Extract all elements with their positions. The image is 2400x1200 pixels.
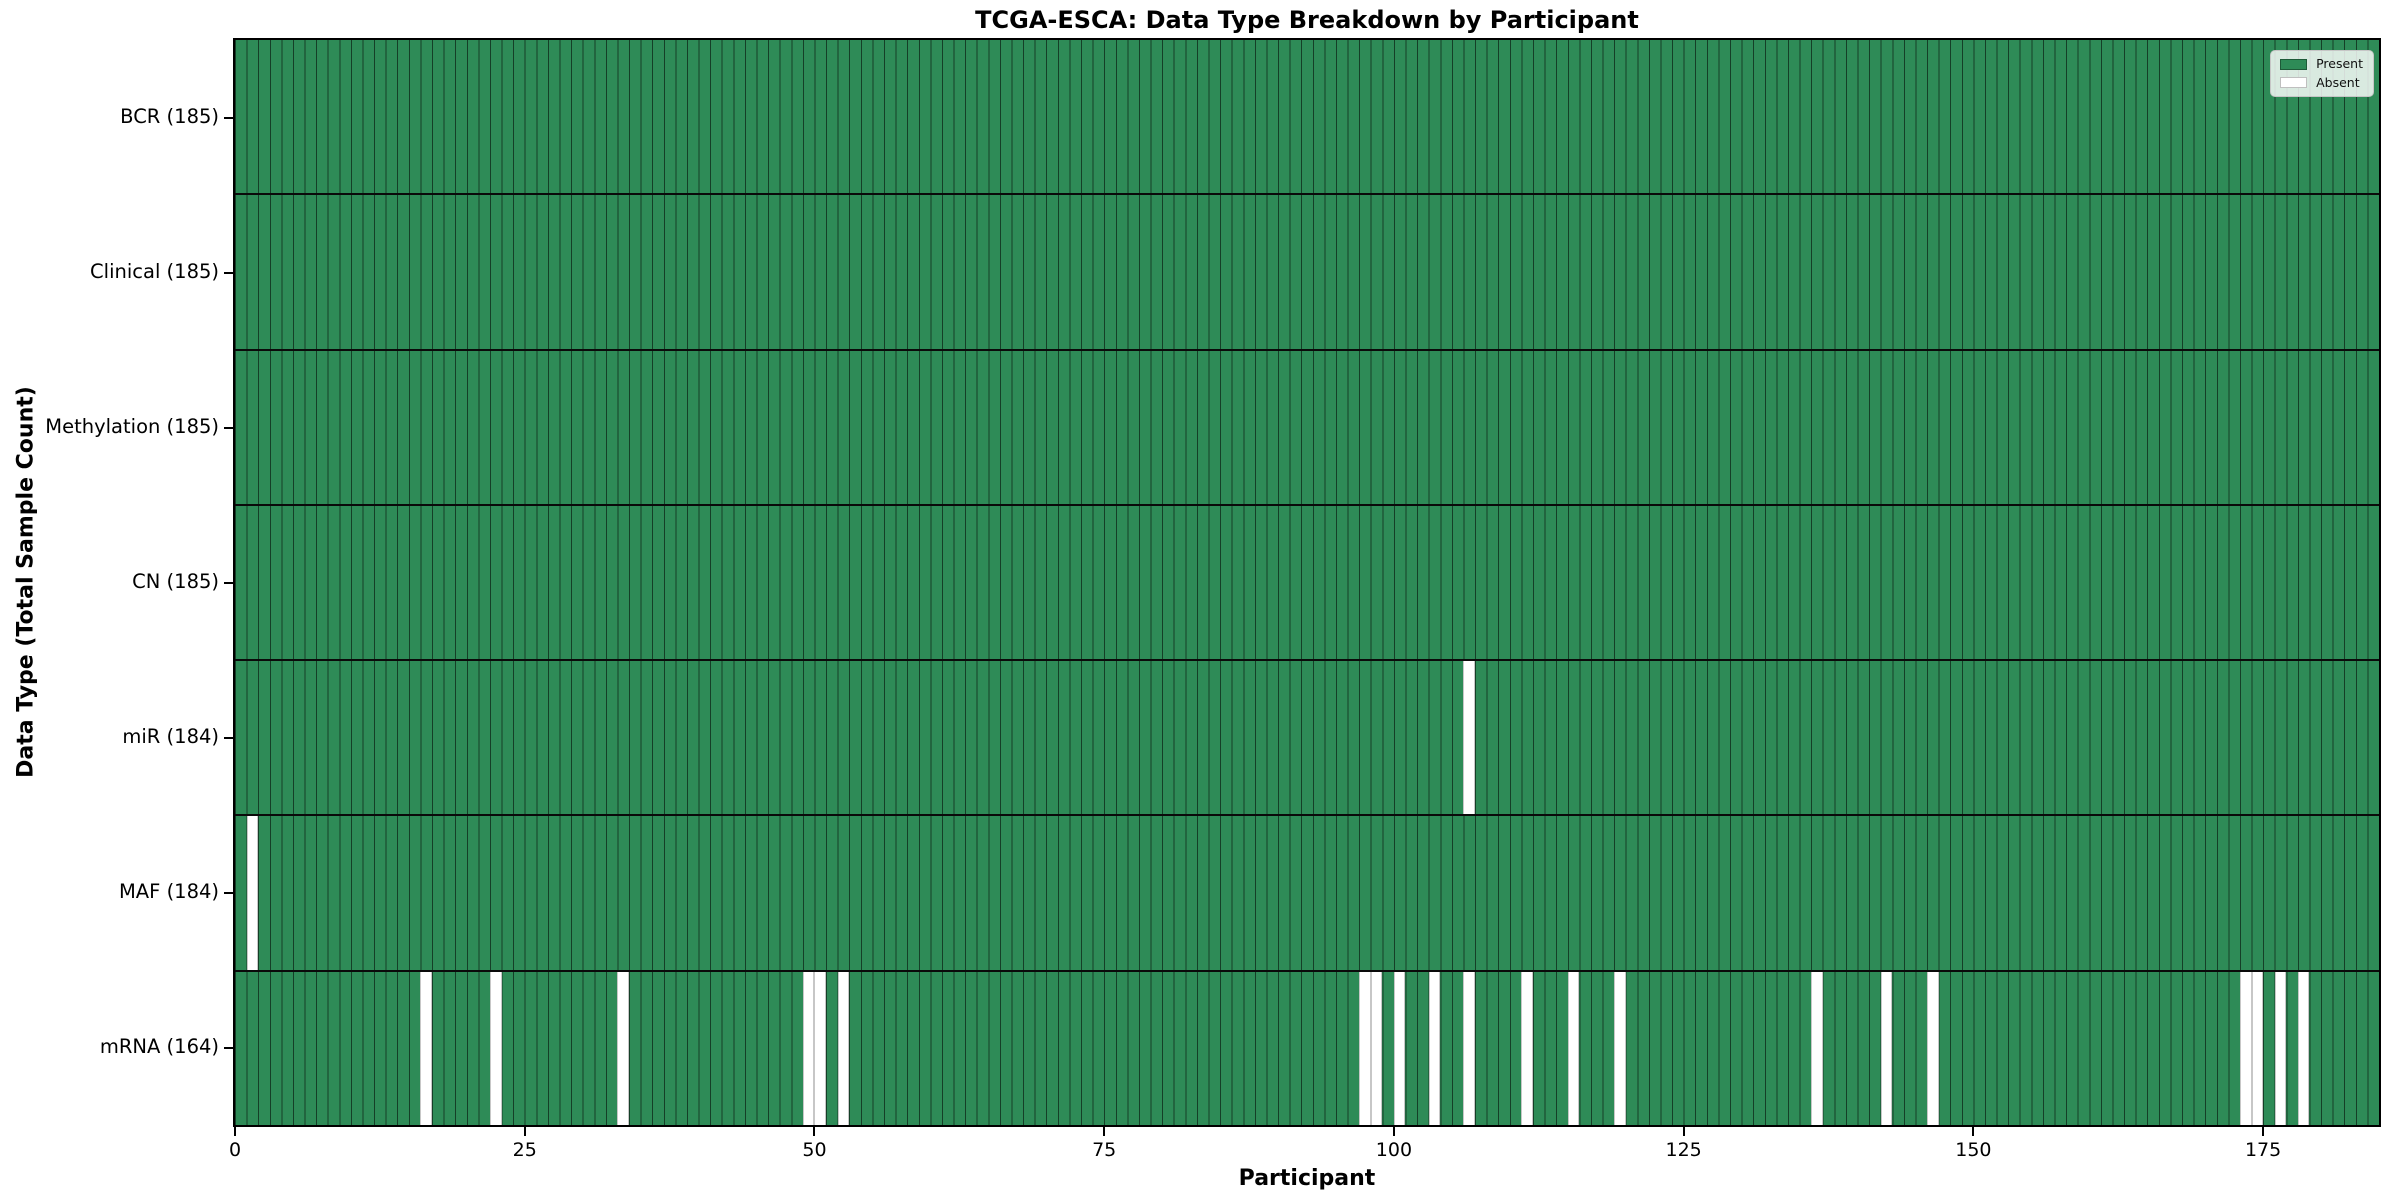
y-tick-mark-BCR [224, 116, 233, 119]
x-tick-mark-100 [1392, 1127, 1395, 1136]
absent-cell-mRNA-50 [814, 971, 827, 1125]
absent-cell-mRNA-103 [1428, 971, 1441, 1125]
x-tick-label-50: 50 [802, 1139, 827, 1161]
y-tick-mark-CN [224, 581, 233, 584]
x-tick-label-150: 150 [1955, 1139, 1992, 1161]
absent-cell-mRNA-97 [1359, 971, 1371, 1125]
x-tick-label-75: 75 [1092, 1139, 1117, 1161]
x-tick-mark-50 [813, 1127, 816, 1136]
x-tick-mark-75 [1103, 1127, 1106, 1136]
x-tick-label-0: 0 [228, 1139, 242, 1161]
absent-cell-mRNA-115 [1567, 971, 1580, 1125]
x-tick-mark-175 [2262, 1127, 2265, 1136]
legend-absent-label: Absent [2316, 74, 2360, 90]
x-tick-label-100: 100 [1375, 1139, 1413, 1161]
absent-cell-mRNA-178 [2297, 971, 2310, 1125]
absent-cell-mRNA-119 [1614, 971, 1626, 1125]
heatmap-rows [235, 40, 2379, 1125]
absent-cell-mRNA-98 [1370, 971, 1383, 1125]
y-tick-label-Methylation: Methylation (185) [45, 414, 219, 438]
x-tick-label-125: 125 [1665, 1139, 1702, 1161]
y-tick-mark-miR [224, 736, 233, 739]
absent-cell-mRNA-100 [1393, 971, 1406, 1125]
legend-item-present: Present [2280, 56, 2363, 71]
legend-present-swatch-icon [2280, 58, 2308, 70]
x-tick-mark-150 [1972, 1127, 1975, 1136]
absent-cell-mRNA-174 [2251, 971, 2264, 1125]
x-tick-label-25: 25 [512, 1139, 537, 1161]
absent-cell-mRNA-142 [1880, 971, 1893, 1125]
y-tick-mark-MAF [224, 891, 233, 894]
absent-cell-mRNA-106 [1463, 971, 1476, 1125]
x-tick-label-175: 175 [2244, 1139, 2282, 1161]
chart-title: TCGA-ESCA: Data Type Breakdown by Partic… [975, 6, 1639, 34]
absent-cell-mRNA-22 [489, 971, 502, 1125]
absent-cell-mRNA-49 [802, 971, 815, 1125]
x-tick-mark-25 [523, 1127, 526, 1136]
absent-cell-mRNA-136 [1811, 971, 1823, 1125]
y-tick-label-Clinical: Clinical (185) [90, 259, 219, 283]
y-tick-mark-Clinical [224, 271, 233, 274]
absent-cell-mRNA-173 [2239, 971, 2252, 1125]
y-tick-label-MAF: MAF (184) [118, 879, 219, 903]
y-tick-label-CN: CN (185) [132, 569, 219, 593]
plot-area: Present Absent [233, 38, 2381, 1127]
legend: Present Absent [2270, 50, 2374, 97]
heatmap-row-Methylation [235, 348, 2379, 504]
y-tick-label-miR: miR (184) [122, 724, 219, 748]
heatmap-row-BCR [235, 40, 2379, 194]
absent-cell-miR-106 [1463, 661, 1476, 815]
x-tick-mark-125 [1682, 1127, 1685, 1136]
absent-cell-MAF-1 [246, 816, 259, 970]
heatmap-row-mRNA [235, 969, 2379, 1125]
x-tick-mark-0 [234, 1127, 236, 1136]
y-tick-mark-Methylation [224, 426, 233, 429]
absent-cell-mRNA-146 [1927, 971, 1939, 1125]
legend-item-absent: Absent [2280, 74, 2363, 90]
y-tick-label-BCR: BCR (185) [120, 104, 219, 128]
heatmap-row-CN [235, 503, 2379, 660]
x-axis-title: Participant [1238, 1166, 1376, 1191]
absent-cell-mRNA-111 [1521, 971, 1533, 1125]
absent-cell-mRNA-52 [837, 971, 850, 1125]
heatmap-row-miR [235, 659, 2379, 815]
legend-present-label: Present [2316, 56, 2363, 71]
heatmap-row-MAF [235, 814, 2379, 970]
heatmap-row-Clinical [235, 193, 2379, 349]
legend-absent-swatch-icon [2280, 77, 2308, 89]
absent-cell-mRNA-16 [420, 971, 432, 1125]
absent-cell-mRNA-33 [617, 971, 630, 1125]
absent-cell-mRNA-176 [2274, 971, 2287, 1125]
y-tick-mark-mRNA [224, 1046, 233, 1049]
y-tick-label-mRNA: mRNA (164) [99, 1034, 219, 1058]
